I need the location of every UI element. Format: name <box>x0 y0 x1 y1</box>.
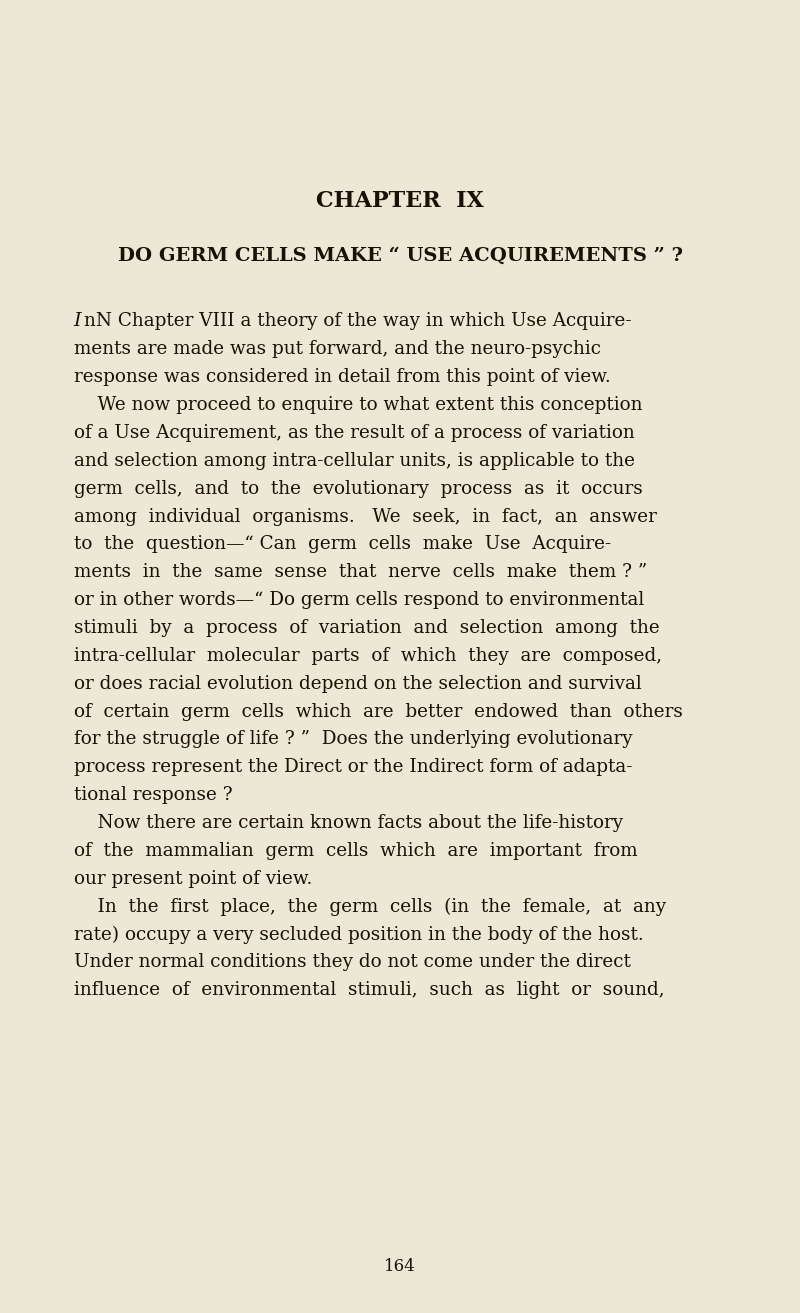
Text: of  the  mammalian  germ  cells  which  are  important  from: of the mammalian germ cells which are im… <box>74 842 638 860</box>
Text: rate) occupy a very secluded position in the body of the host.: rate) occupy a very secluded position in… <box>74 926 643 944</box>
Text: In  the  first  place,  the  germ  cells  (in  the  female,  at  any: In the first place, the germ cells (in t… <box>74 898 666 916</box>
Text: intra-cellular  molecular  parts  of  which  they  are  composed,: intra-cellular molecular parts of which … <box>74 647 662 664</box>
Text: of a Use Acquirement, as the result of a process of variation: of a Use Acquirement, as the result of a… <box>74 424 634 442</box>
Text: 164: 164 <box>384 1258 416 1275</box>
Text: tional response ?: tional response ? <box>74 786 232 805</box>
Text: or in other words—“ Do germ cells respond to environmental: or in other words—“ Do germ cells respon… <box>74 591 644 609</box>
Text: DO GERM CELLS MAKE “ USE ACQUIREMENTS ” ?: DO GERM CELLS MAKE “ USE ACQUIREMENTS ” … <box>118 247 682 265</box>
Text: among  individual  organisms.   We  seek,  in  fact,  an  answer: among individual organisms. We seek, in … <box>74 508 657 525</box>
Text: nN Chapter VIII a theory of the way in which Use Acquire-: nN Chapter VIII a theory of the way in w… <box>84 312 631 331</box>
Text: ments are made was put forward, and the neuro-psychic: ments are made was put forward, and the … <box>74 340 601 358</box>
Text: Under normal conditions they do not come under the direct: Under normal conditions they do not come… <box>74 953 630 972</box>
Text: stimuli  by  a  process  of  variation  and  selection  among  the: stimuli by a process of variation and se… <box>74 618 659 637</box>
Text: our present point of view.: our present point of view. <box>74 869 312 888</box>
Text: Now there are certain known facts about the life-history: Now there are certain known facts about … <box>74 814 622 832</box>
Text: for the struggle of life ? ”  Does the underlying evolutionary: for the struggle of life ? ” Does the un… <box>74 730 632 748</box>
Text: influence  of  environmental  stimuli,  such  as  light  or  sound,: influence of environmental stimuli, such… <box>74 981 664 999</box>
Text: CHAPTER  IX: CHAPTER IX <box>316 190 484 213</box>
Text: germ  cells,  and  to  the  evolutionary  process  as  it  occurs: germ cells, and to the evolutionary proc… <box>74 479 642 498</box>
Text: or does racial evolution depend on the selection and survival: or does racial evolution depend on the s… <box>74 675 642 693</box>
Text: process represent the Direct or the Indirect form of adapta-: process represent the Direct or the Indi… <box>74 759 632 776</box>
Text: We now proceed to enquire to what extent this conception: We now proceed to enquire to what extent… <box>74 397 642 414</box>
Text: and selection among intra-cellular units, is applicable to the: and selection among intra-cellular units… <box>74 452 634 470</box>
Text: ments  in  the  same  sense  that  nerve  cells  make  them ? ”: ments in the same sense that nerve cells… <box>74 563 647 582</box>
Text: response was considered in detail from this point of view.: response was considered in detail from t… <box>74 368 610 386</box>
Text: to  the  question—“ Can  germ  cells  make  Use  Acquire-: to the question—“ Can germ cells make Us… <box>74 536 610 553</box>
Text: of  certain  germ  cells  which  are  better  endowed  than  others: of certain germ cells which are better e… <box>74 702 682 721</box>
Text: I: I <box>74 312 82 331</box>
